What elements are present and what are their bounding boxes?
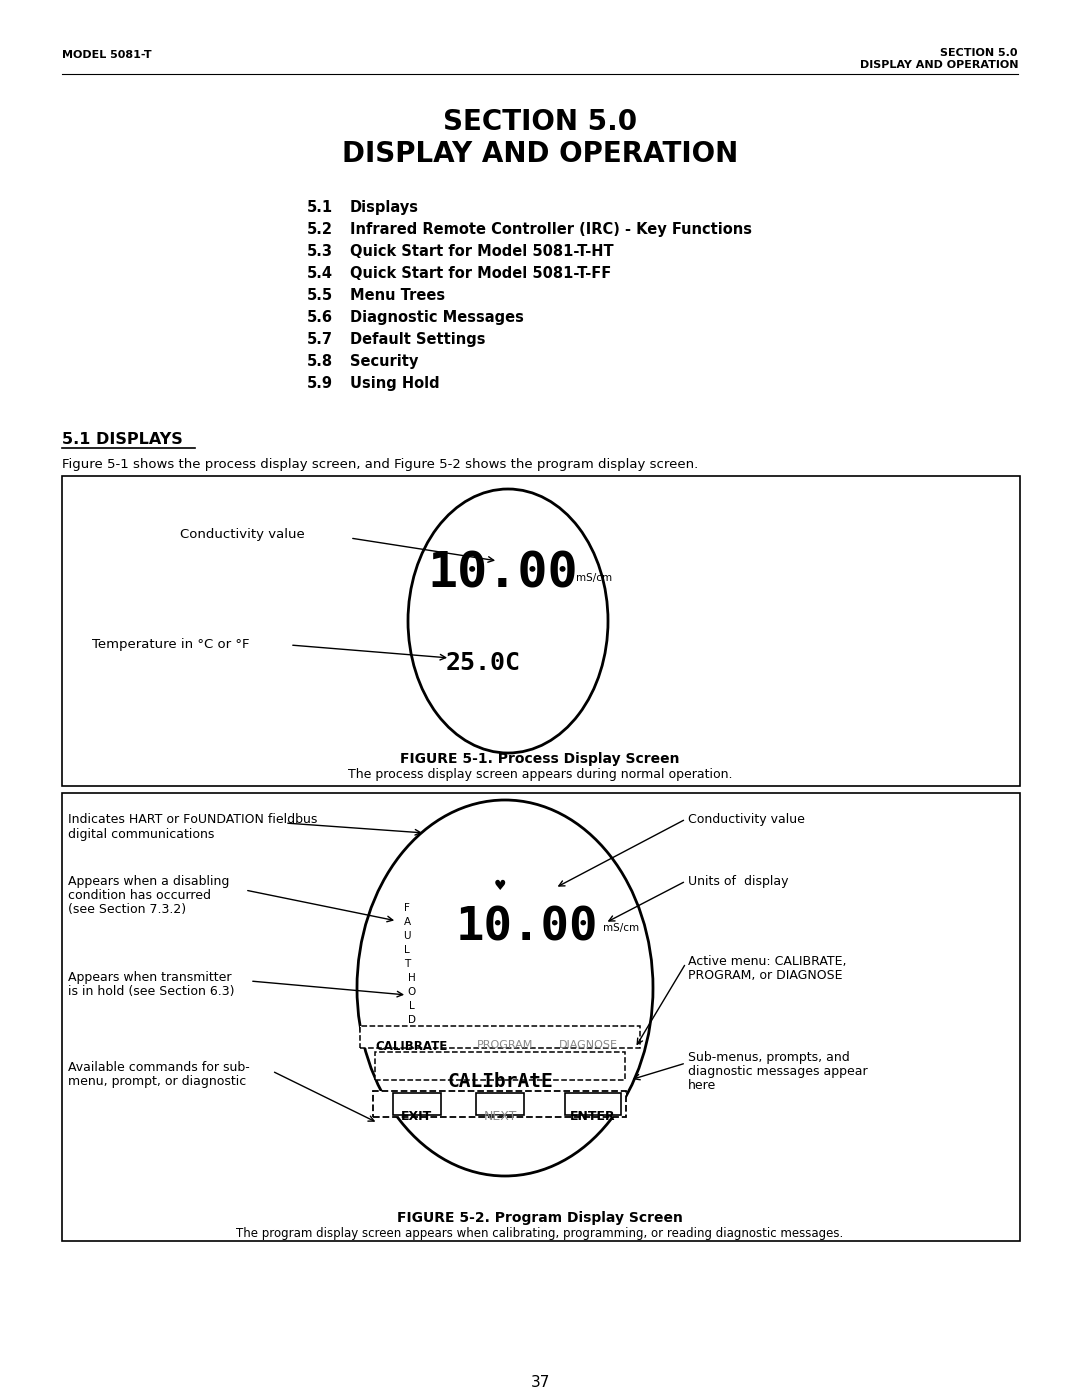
Bar [62, 793, 1020, 1241]
Text: SECTION 5.0: SECTION 5.0 [443, 108, 637, 136]
Text: The process display screen appears during normal operation.: The process display screen appears durin… [348, 768, 732, 781]
Text: CALIBRATE: CALIBRATE [376, 1039, 448, 1053]
Text: F: F [404, 902, 410, 914]
Text: T: T [404, 958, 410, 970]
Text: Indicates HART or FᴏUNDATION fieldbus: Indicates HART or FᴏUNDATION fieldbus [68, 813, 318, 826]
Text: Displays: Displays [350, 200, 419, 215]
Ellipse shape [408, 489, 608, 753]
Text: Figure 5-1 shows the process display screen, and Figure 5-2 shows the program di: Figure 5-1 shows the process display scr… [62, 458, 699, 471]
Text: PROGRAM, or DIAGNOSE: PROGRAM, or DIAGNOSE [688, 970, 842, 982]
Text: Using Hold: Using Hold [350, 376, 440, 391]
Text: FIGURE 5-1. Process Display Screen: FIGURE 5-1. Process Display Screen [401, 752, 679, 766]
Bar [393, 1092, 441, 1115]
Text: 10.00: 10.00 [456, 905, 598, 950]
Text: 5.9: 5.9 [307, 376, 333, 391]
Text: DISPLAY AND OPERATION: DISPLAY AND OPERATION [342, 140, 738, 168]
Text: is in hold (see Section 6.3): is in hold (see Section 6.3) [68, 985, 234, 997]
Text: DISPLAY AND OPERATION: DISPLAY AND OPERATION [860, 60, 1018, 70]
Text: diagnostic messages appear: diagnostic messages appear [688, 1065, 867, 1078]
Text: 5.8: 5.8 [307, 353, 333, 369]
Text: O: O [408, 988, 416, 997]
Text: EXIT: EXIT [402, 1111, 433, 1123]
Text: MODEL 5081-T: MODEL 5081-T [62, 50, 151, 60]
Text: 25.0C: 25.0C [446, 651, 521, 675]
Text: Available commands for sub-: Available commands for sub- [68, 1060, 249, 1074]
Text: Units of  display: Units of display [688, 875, 788, 888]
Text: here: here [688, 1078, 716, 1092]
Text: Quick Start for Model 5081-T-HT: Quick Start for Model 5081-T-HT [350, 244, 613, 258]
Text: 5.7: 5.7 [307, 332, 333, 346]
Text: The program display screen appears when calibrating, programming, or reading dia: The program display screen appears when … [237, 1227, 843, 1241]
Text: 10.00: 10.00 [428, 549, 578, 597]
Text: condition has occurred: condition has occurred [68, 888, 211, 902]
Text: ♥: ♥ [494, 879, 507, 893]
Bar [565, 1092, 621, 1115]
Text: 5.3: 5.3 [307, 244, 333, 258]
Text: ENTER: ENTER [570, 1111, 616, 1123]
Text: 37: 37 [530, 1375, 550, 1390]
Text: 5.1: 5.1 [307, 200, 333, 215]
Text: Conductivity value: Conductivity value [180, 528, 305, 541]
Text: Appears when a disabling: Appears when a disabling [68, 875, 229, 888]
Text: Infrared Remote Controller (IRC) - Key Functions: Infrared Remote Controller (IRC) - Key F… [350, 222, 752, 237]
Text: Conductivity value: Conductivity value [688, 813, 805, 826]
Text: Diagnostic Messages: Diagnostic Messages [350, 310, 524, 326]
Text: Temperature in °C or °F: Temperature in °C or °F [92, 638, 249, 651]
Text: 5.6: 5.6 [307, 310, 333, 326]
Text: H: H [408, 972, 416, 983]
Text: mS/cm: mS/cm [576, 573, 612, 583]
Text: CALIbrAtE: CALIbrAtE [447, 1071, 553, 1091]
Text: L: L [409, 1002, 415, 1011]
Text: D: D [408, 1016, 416, 1025]
Bar [62, 476, 1020, 787]
Ellipse shape [357, 800, 653, 1176]
Text: A: A [404, 916, 410, 928]
Text: menu, prompt, or diagnostic: menu, prompt, or diagnostic [68, 1076, 246, 1088]
Text: Security: Security [350, 353, 418, 369]
Text: 5.1 DISPLAYS: 5.1 DISPLAYS [62, 432, 183, 447]
Text: Active menu: CALIBRATE,: Active menu: CALIBRATE, [688, 956, 847, 968]
Bar [360, 1025, 640, 1048]
Text: Sub-menus, prompts, and: Sub-menus, prompts, and [688, 1051, 850, 1065]
Text: L: L [404, 944, 410, 956]
Bar [476, 1092, 524, 1115]
Bar [375, 1052, 625, 1080]
Text: SECTION 5.0: SECTION 5.0 [941, 47, 1018, 59]
Text: Default Settings: Default Settings [350, 332, 486, 346]
Text: Menu Trees: Menu Trees [350, 288, 445, 303]
Text: NEXT: NEXT [484, 1111, 516, 1123]
Text: Appears when transmitter: Appears when transmitter [68, 971, 231, 983]
Bar [373, 1091, 626, 1118]
Text: DIAGNOSE: DIAGNOSE [558, 1039, 618, 1051]
Text: mS/cm: mS/cm [603, 923, 639, 933]
Text: (see Section 7.3.2): (see Section 7.3.2) [68, 902, 186, 916]
Text: 5.2: 5.2 [307, 222, 333, 237]
Text: PROGRAM: PROGRAM [476, 1039, 534, 1051]
Text: 5.5: 5.5 [307, 288, 333, 303]
Text: FIGURE 5-2. Program Display Screen: FIGURE 5-2. Program Display Screen [397, 1211, 683, 1225]
Text: 5.4: 5.4 [307, 265, 333, 281]
Text: U: U [403, 930, 410, 942]
Text: digital communications: digital communications [68, 828, 214, 841]
Text: Quick Start for Model 5081-T-FF: Quick Start for Model 5081-T-FF [350, 265, 611, 281]
